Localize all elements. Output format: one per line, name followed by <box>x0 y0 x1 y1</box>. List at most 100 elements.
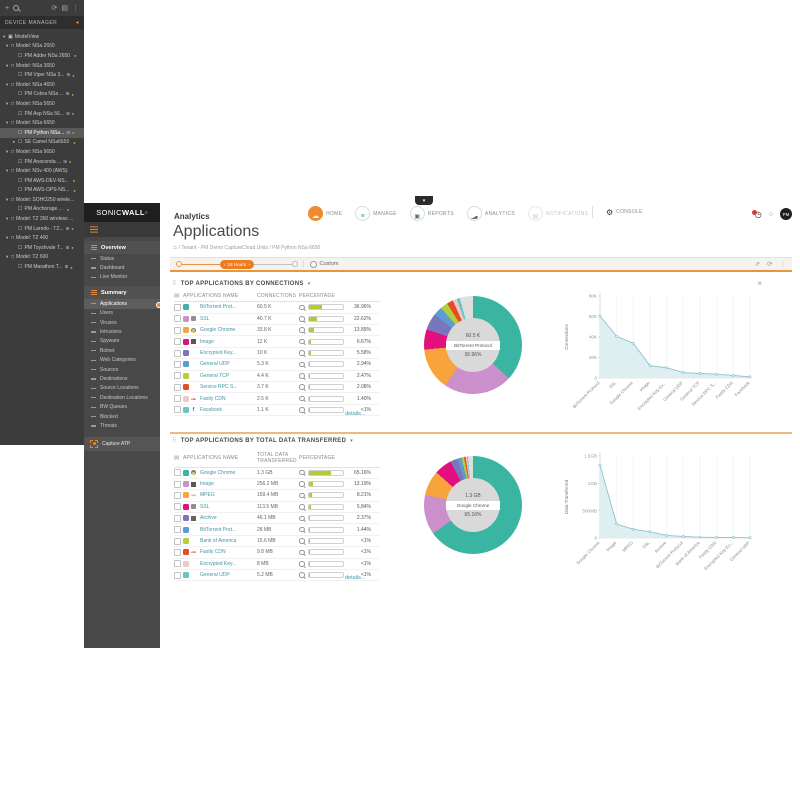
app-name-link[interactable]: SSL <box>200 503 210 510</box>
app-name-link[interactable]: Service RPC S... <box>200 384 238 391</box>
tree-item[interactable]: ☐ PM Marathon T... ⊞ ● <box>0 262 84 272</box>
tree-item[interactable]: ☐ PM Laredo - TZ... ⊞ ● <box>0 224 84 234</box>
magnifier-icon[interactable] <box>299 395 305 402</box>
expander-icon[interactable]: ▾ <box>6 196 9 202</box>
external-link-icon[interactable]: ⇗ <box>754 261 761 268</box>
drag-handle-icon[interactable]: ⠿ <box>172 438 177 444</box>
connections-donut-chart[interactable]: 60.5 K BitTorrent Protocol 36.96% <box>424 296 522 394</box>
device-checkbox[interactable]: □ <box>11 120 15 127</box>
col-connections[interactable]: CONNECTIONS <box>257 293 297 299</box>
tree-item[interactable]: ☐ PM Viper NSa 3... ⊞ ● <box>0 70 84 80</box>
time-range-pill[interactable]: ‹ 24 Hours › <box>220 259 254 269</box>
expander-icon[interactable]: ▾ <box>6 148 9 154</box>
app-name-link[interactable]: Encrypted Key... <box>200 560 237 567</box>
row-checkbox[interactable] <box>174 571 181 579</box>
tree-item[interactable]: ▾ □ Model: NSa 6650 <box>0 118 84 128</box>
device-checkbox[interactable]: □ <box>11 100 15 107</box>
nav-item[interactable]: Users <box>84 309 160 318</box>
nav-item[interactable]: Status <box>84 254 160 263</box>
close-icon[interactable]: × <box>757 279 762 288</box>
drag-handle-icon[interactable]: ⠿ <box>172 281 177 287</box>
select-all-icon[interactable]: ▤ <box>174 293 180 300</box>
row-checkbox[interactable] <box>174 514 181 522</box>
nav-item[interactable]: Spyware <box>84 337 160 346</box>
row-checkbox[interactable] <box>174 560 181 568</box>
col-applications-name[interactable]: APPLICATIONS NAME <box>183 293 239 300</box>
row-checkbox[interactable] <box>174 326 181 334</box>
app-name-link[interactable]: BitTorrent Prot... <box>200 526 237 533</box>
app-name-link[interactable]: Archive <box>200 515 217 522</box>
row-checkbox[interactable] <box>174 469 181 477</box>
tree-item[interactable]: ☐ PM AWS-DEV-NS... ● <box>0 176 84 186</box>
device-checkbox[interactable]: ☐ <box>18 110 23 117</box>
details-link[interactable]: details... <box>345 575 366 581</box>
app-name-link[interactable]: Google Chrome <box>200 327 236 334</box>
tree-item[interactable]: ▾ □ Model: NSa 2650 <box>0 42 84 52</box>
collapse-icon[interactable]: ◂ <box>75 20 79 26</box>
device-checkbox[interactable]: □ <box>11 235 15 242</box>
nav-item[interactable]: Overview <box>84 241 160 254</box>
hamburger-icon[interactable] <box>90 228 98 231</box>
refresh-icon[interactable]: ⟳ <box>767 261 773 268</box>
device-checkbox[interactable]: ☐ <box>18 91 23 98</box>
tree-item[interactable]: ☐ PM Cobra NSa ... ⊞ ● <box>0 90 84 100</box>
device-checkbox[interactable]: □ <box>11 81 15 88</box>
app-name-link[interactable]: Bank of America <box>200 538 237 545</box>
nav-item[interactable]: Web Categories <box>84 356 160 365</box>
nav-hamburger-row[interactable] <box>84 222 160 237</box>
row-checkbox[interactable] <box>174 537 181 545</box>
tree-item[interactable]: ☐ PM Asp NSa 56... ⊞ ● <box>0 109 84 119</box>
nav-item[interactable]: BW Queues <box>84 402 160 411</box>
nav-item[interactable]: Destinations <box>84 374 160 383</box>
magnifier-icon[interactable] <box>299 338 305 345</box>
list-icon[interactable]: ▤ <box>61 5 68 12</box>
device-checkbox[interactable]: □ <box>11 43 15 50</box>
tree-item[interactable]: ▾ □ Model: NSa 3650 <box>0 61 84 71</box>
tree-item[interactable]: ▾ □ Model: NSa 5650 <box>0 99 84 109</box>
magnifier-icon[interactable] <box>299 304 305 311</box>
tree-item[interactable]: ☐ PM AWS-OPS-NS... ● <box>0 186 84 196</box>
magnifier-icon[interactable] <box>299 526 305 533</box>
home-icon[interactable]: ⌂ <box>173 245 177 251</box>
tree-item[interactable]: ☐ PM Python NSa... ⊞ ● <box>0 127 84 138</box>
tree-item[interactable]: ▾ □ Model: SOHO250 wirele... <box>0 195 84 205</box>
tree-item[interactable]: ☐ PM Toyshvale T... ⊞ ● <box>0 243 84 253</box>
device-checkbox[interactable]: ☐ <box>18 244 23 251</box>
top-menu-item[interactable]: MANAGE <box>355 206 396 221</box>
tree-item[interactable]: ▾ □ Model: NSa 4650 <box>0 80 84 90</box>
nav-item[interactable]: Botnet <box>84 346 160 355</box>
slider-end-handle[interactable] <box>291 261 298 267</box>
refresh-icon[interactable]: ⟳ <box>51 5 58 12</box>
select-all-icon[interactable]: ▤ <box>174 455 180 462</box>
kebab-icon[interactable]: ⋮ <box>779 261 787 268</box>
row-checkbox[interactable] <box>174 503 181 511</box>
magnifier-icon[interactable] <box>299 327 305 333</box>
expander-icon[interactable]: ▾ <box>6 120 9 126</box>
expander-icon[interactable]: ▾ <box>6 100 9 106</box>
tree-item[interactable]: ☐ PM Adder NSa 2650 ● <box>0 51 84 61</box>
magnifier-icon[interactable] <box>299 538 305 544</box>
top-menu-item[interactable]: NOTIFICATIONS <box>528 206 588 221</box>
device-checkbox[interactable]: ☐ <box>18 72 23 79</box>
console-menu-item[interactable]: ⚙ CONSOLE <box>606 208 643 217</box>
tree-item[interactable]: ▾ □ Model: TZ 350 wireless ... <box>0 214 84 224</box>
device-checkbox[interactable]: □ <box>11 196 15 203</box>
tree-item[interactable]: ▾ □ Model: NSv 400 (AWS) <box>0 166 84 176</box>
device-checkbox[interactable]: ☐ <box>18 139 23 146</box>
row-checkbox[interactable] <box>174 491 181 499</box>
nav-item[interactable]: Dashboard <box>84 263 160 272</box>
app-name-link[interactable]: SSL <box>200 315 210 322</box>
row-checkbox[interactable] <box>174 360 181 368</box>
nav-item[interactable]: Destination Locations <box>84 393 160 402</box>
device-checkbox[interactable]: ☐ <box>18 129 23 136</box>
nav-item[interactable]: Viruses <box>84 318 160 327</box>
slider-start-handle[interactable] <box>176 261 182 267</box>
magnifier-icon[interactable] <box>299 373 305 379</box>
row-checkbox[interactable] <box>174 395 181 403</box>
magnifier-icon[interactable] <box>299 515 305 521</box>
col-applications-name[interactable]: APPLICATIONS NAME <box>183 455 239 462</box>
expander-icon[interactable]: ▾ <box>6 168 9 174</box>
nav-item[interactable]: Sources <box>84 365 160 374</box>
device-manager-header[interactable]: DEVICE MANAGER ◂ <box>0 16 84 29</box>
